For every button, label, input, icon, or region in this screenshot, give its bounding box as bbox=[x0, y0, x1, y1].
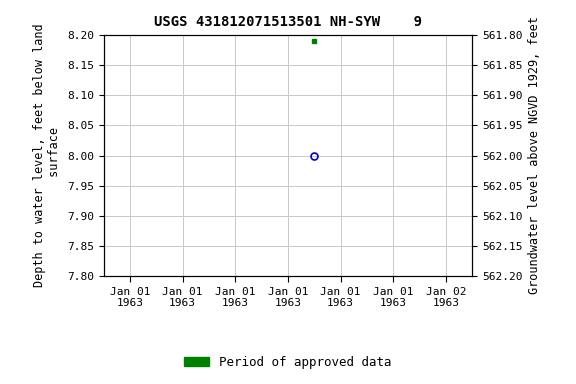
Legend: Period of approved data: Period of approved data bbox=[179, 351, 397, 374]
Y-axis label: Groundwater level above NGVD 1929, feet: Groundwater level above NGVD 1929, feet bbox=[528, 17, 541, 295]
Title: USGS 431812071513501 NH-SYW    9: USGS 431812071513501 NH-SYW 9 bbox=[154, 15, 422, 29]
Y-axis label: Depth to water level, feet below land
 surface: Depth to water level, feet below land su… bbox=[33, 24, 62, 287]
